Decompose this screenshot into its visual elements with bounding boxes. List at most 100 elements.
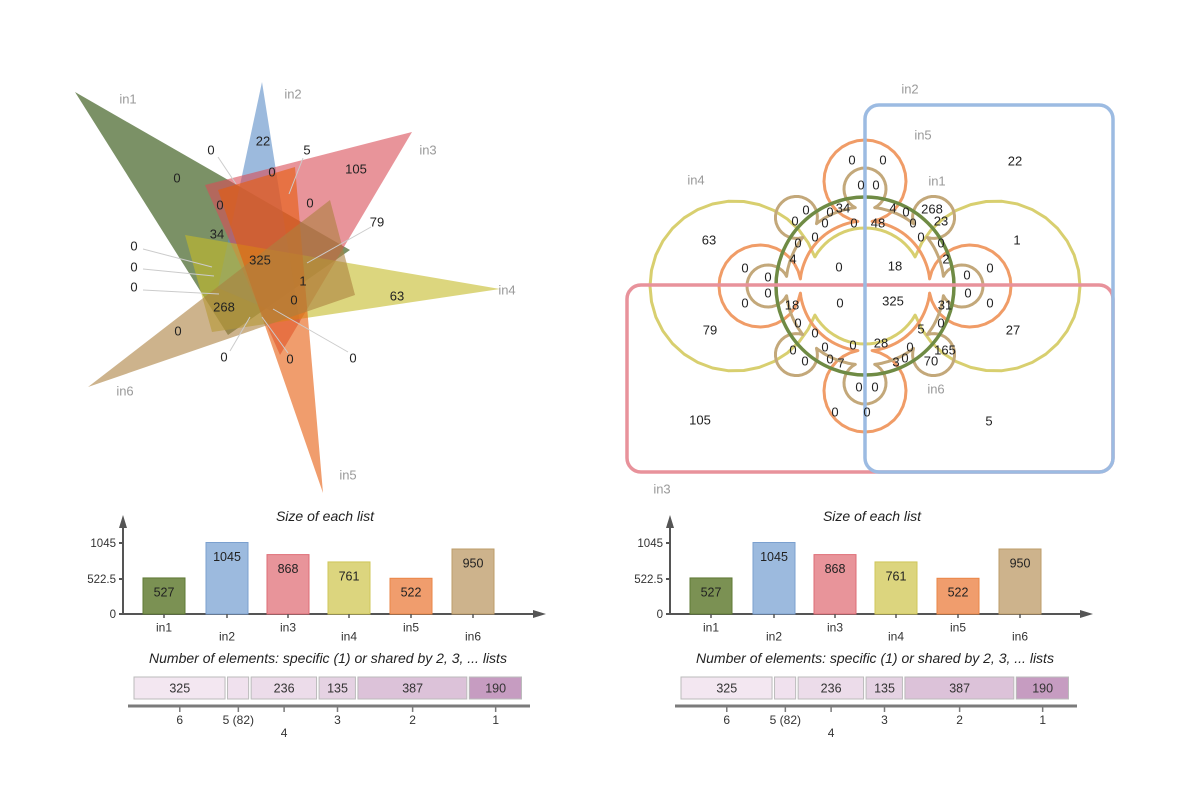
list-size-bar-chart-right: Size of each list 0 522.5 1045 527 in1 1045 in… [634,508,1093,644]
venn-region-count: 0 [794,236,801,251]
y-tick-label: 522.5 [634,574,663,586]
venn-region-count: 0 [937,236,944,251]
venn-region-count: 18 [785,298,799,313]
y-tick-label: 0 [110,609,116,621]
stack-tick-label: 6 [176,713,183,727]
y-axis-arrow [666,515,674,528]
bar-chart-title: Size of each list [823,508,922,524]
venn-triangle-in6 [88,200,355,387]
venn-region-count: 0 [207,143,214,158]
venn-set-label-in5: in5 [914,128,931,143]
bar-value-label: 1045 [213,550,241,564]
stack-segment [357,676,468,700]
venn-region-count: 268 [213,300,235,315]
list-size-bar-chart-left: Size of each list 0 522.5 1045 527 in1 1045 in… [87,508,546,644]
venn-region-count: 63 [390,289,404,304]
venn-region-count: 0 [849,338,856,353]
venn-region-count: 0 [130,280,137,295]
stack-segment-value: 135 [874,681,895,695]
venn-region-count: 34 [836,201,850,216]
venn-region-count: 0 [741,296,748,311]
venn-region-count: 0 [306,196,313,211]
venn-region-count: 105 [345,162,367,177]
venn-set-label-in1: in1 [119,92,136,107]
venn-region-count: 0 [879,153,886,168]
venn-region-count: 0 [173,171,180,186]
venn-region-count: 5 [303,143,310,158]
venn-region-count: 1 [299,274,306,289]
bar-value-label: 950 [1010,556,1031,570]
venn-region-count: 0 [835,260,842,275]
venn-region-count: 34 [210,227,224,242]
x-axis-arrow [1080,610,1093,618]
y-tick-label: 1045 [637,538,663,550]
venn-region-count: 0 [848,153,855,168]
venn-region-count: 0 [964,286,971,301]
stack-segment [904,676,1015,700]
x-category-label: in6 [1012,630,1028,644]
y-tick-label: 1045 [90,538,116,550]
stack-tick-label: 6 [723,713,730,727]
stack-segment-value: 325 [169,681,190,695]
venn-region-count: 23 [934,214,948,229]
venn-region-count: 0 [902,205,909,220]
stack-tick-label: 1 [492,713,499,727]
x-category-label: in1 [703,621,719,635]
stack-segment [680,676,773,700]
x-category-label: in1 [156,621,172,635]
venn-region-count: 0 [811,230,818,245]
venn-region-count: 4 [889,201,896,216]
venn-region-count: 0 [290,293,297,308]
venn-region-count: 28 [874,336,888,351]
stack-chart-title: Number of elements: specific (1) or shar… [149,650,507,666]
x-category-label: in4 [341,630,357,644]
venn-curve-in5 [717,138,1013,434]
stack-tick-label: 4 [828,726,835,740]
venn-region-count: 0 [764,270,771,285]
venn-region-count: 0 [826,352,833,367]
venn-callout-line [272,308,349,353]
y-tick-label: 522.5 [87,574,116,586]
venn-region-count: 79 [370,215,384,230]
x-category-label: in4 [888,630,904,644]
venn-region-count: 70 [924,354,938,369]
bar-in6 [451,548,495,615]
y-axis-arrow [119,515,127,528]
venn-diagram-triangles: 0 22 0 5 105 0 0 0 34 79 0 0 0 325 1 63 0 268 0 0 0 0 in1 in2 in… [75,82,516,493]
venn-region-count: 325 [882,294,904,309]
stack-segment-value: 387 [949,681,970,695]
venn-callout-line [288,157,304,195]
venn-region-count: 0 [850,216,857,231]
venn-region-count: 0 [963,268,970,283]
stack-segment [133,676,226,700]
venn-region-count: 0 [831,405,838,420]
x-category-label: in5 [403,621,419,635]
venn-region-count: 0 [349,351,356,366]
venn-region-count: 22 [1008,154,1022,169]
venn-set-label-in1: in1 [928,174,945,189]
stack-segment-value: 387 [402,681,423,695]
stack-segment [797,676,865,700]
stack-tick-label: 3 [334,713,341,727]
stack-segment-value: 135 [327,681,348,695]
bar-value-label: 522 [948,586,969,600]
stack-chart-title: Number of elements: specific (1) or shar… [696,650,1054,666]
bar-in3 [813,554,857,615]
venn-region-count: 0 [821,216,828,231]
venn-region-count: 0 [794,316,801,331]
venn-region-count: 18 [888,259,902,274]
venn-region-count: 0 [802,203,809,218]
venn-region-count: 0 [130,260,137,275]
bar-in2 [205,542,249,615]
bar-in4 [327,561,371,615]
stack-segment [468,676,523,700]
venn-callout-line [229,316,251,352]
bar-in4 [874,561,918,615]
venn-region-count: 2 [942,252,949,267]
venn-callout-line [306,226,372,264]
bar-in1 [142,577,186,615]
venn-region-count: 0 [268,165,275,180]
venn-region-count: 0 [857,178,864,193]
x-category-label: in3 [827,621,843,635]
